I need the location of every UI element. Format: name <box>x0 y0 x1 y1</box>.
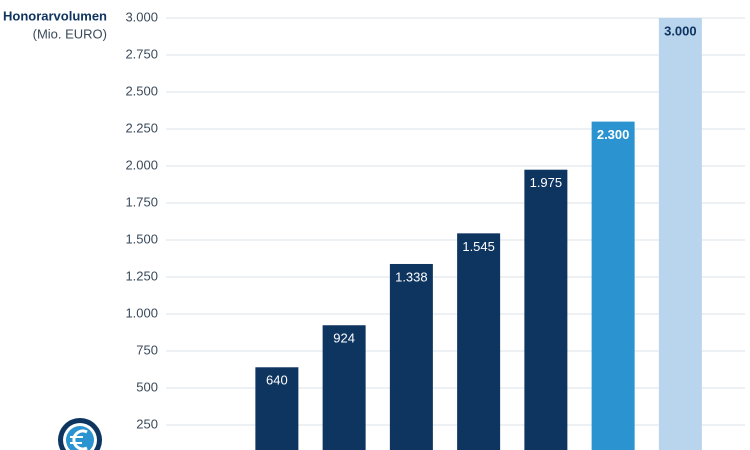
y-axis-unit: (Mio. EURO) <box>33 26 107 41</box>
y-tick-label: 2.000 <box>125 157 158 172</box>
y-tick-label: 2.250 <box>125 120 158 135</box>
y-tick-label: 1.500 <box>125 231 158 246</box>
y-tick-label: 1.750 <box>125 194 158 209</box>
bar <box>389 263 433 450</box>
bar <box>255 367 299 450</box>
y-tick-label: 750 <box>136 342 158 357</box>
value-label: 640 <box>266 373 288 388</box>
grid-layer: 250 500 750 1.000 1.250 1.500 1.750 2.000 2.250 2… <box>125 9 745 431</box>
value-label: 1.338 <box>395 269 428 284</box>
y-tick-label: 1.000 <box>125 305 158 320</box>
y-tick-label: 2.750 <box>125 46 158 61</box>
value-label: 924 <box>333 331 355 346</box>
y-tick-label: 3.000 <box>125 9 158 24</box>
value-label: 2.300 <box>597 127 630 142</box>
y-tick-label: 500 <box>136 379 158 394</box>
value-label: 1.975 <box>530 175 563 190</box>
value-label: 3.000 <box>664 23 697 38</box>
bar <box>524 169 568 450</box>
y-tick-label: 2.500 <box>125 83 158 98</box>
bar <box>322 325 366 450</box>
value-label: 1.545 <box>462 239 495 254</box>
bar <box>591 121 635 450</box>
bar <box>457 233 501 450</box>
y-tick-label: 1.250 <box>125 268 158 283</box>
y-axis-label: Honorarvolumen <box>3 8 107 23</box>
y-tick-label: 250 <box>136 416 158 431</box>
bar <box>658 18 702 450</box>
euro-icon <box>58 418 102 450</box>
